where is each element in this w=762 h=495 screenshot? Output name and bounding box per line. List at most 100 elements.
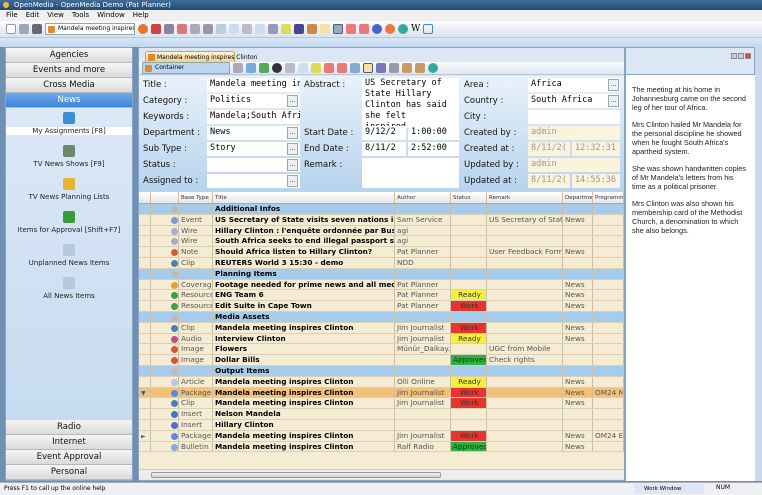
column-header[interactable]: Title	[213, 192, 395, 203]
subtype-field[interactable]: Story	[207, 142, 300, 156]
nav-internet[interactable]: Internet	[6, 435, 132, 450]
city-field[interactable]	[528, 110, 620, 124]
country-field[interactable]: South Africa	[528, 94, 620, 108]
cut-icon[interactable]	[203, 24, 213, 34]
table-row[interactable]: Resource Edit Suite in Cape Town Pat Plann…	[139, 301, 624, 312]
group-row[interactable]: Additional Infos	[139, 204, 624, 215]
table-row[interactable]: Bulletin Mandela meeting inspires Clinton…	[139, 441, 624, 453]
undo-icon[interactable]	[190, 24, 200, 34]
word-icon[interactable]: W	[411, 24, 421, 34]
open-icon[interactable]	[19, 24, 29, 34]
print-preview-icon[interactable]	[285, 63, 295, 73]
document-combo[interactable]: Mandela meeting inspires Clin	[45, 23, 135, 35]
nav-item[interactable]: TV News Shows [F9]	[6, 143, 132, 176]
category-browse-button[interactable]: ...	[287, 95, 298, 107]
home-icon[interactable]	[281, 24, 291, 34]
container-combo[interactable]: Container	[142, 62, 230, 74]
help-icon[interactable]	[372, 24, 382, 34]
page-icon[interactable]	[255, 24, 265, 34]
up-icon[interactable]	[324, 63, 334, 73]
table-row[interactable]: Clip Mandela meeting inspires Clinton Jim …	[139, 322, 624, 334]
title-field[interactable]: Mandela meeting in	[207, 78, 300, 92]
end-date-field[interactable]: 8/11/2	[362, 142, 406, 156]
column-header[interactable]: Programme	[593, 192, 624, 203]
nav-radio[interactable]: Radio	[6, 420, 132, 435]
work-window-button[interactable]: Work Window	[634, 484, 704, 494]
menu-help[interactable]: Help	[132, 11, 149, 19]
globe-icon[interactable]	[398, 24, 408, 34]
add-item-icon[interactable]	[259, 63, 269, 73]
table-row[interactable]: Insert Nelson Mandela	[139, 409, 624, 420]
nav-events-and-more[interactable]: Events and more	[6, 63, 132, 78]
document-tab[interactable]: Mandela meeting inspires Clinton	[145, 51, 257, 62]
link-icon[interactable]	[376, 63, 386, 73]
area-field[interactable]: Africa	[528, 78, 620, 92]
status-browse-button[interactable]: ...	[287, 159, 298, 171]
preview-icon[interactable]	[242, 24, 252, 34]
table-row[interactable]: Article Mandela meeting inspires Clinton O…	[139, 376, 624, 388]
horizontal-scrollbar[interactable]	[139, 469, 624, 479]
globe-icon[interactable]	[428, 63, 438, 73]
keywords-field[interactable]: Mandela;South Afri	[207, 110, 300, 124]
table-row[interactable]: Image Flowers Münür_Dalkay... UGC from Mobi…	[139, 344, 624, 356]
column-header[interactable]: Remark	[487, 192, 563, 203]
send-icon[interactable]	[177, 24, 187, 34]
table-row[interactable]: ► Package Mandela meeting inspires Clinton…	[139, 430, 624, 442]
menu-view[interactable]: View	[47, 11, 64, 19]
down-icon[interactable]	[337, 63, 347, 73]
nav-item[interactable]: All News Items	[6, 275, 132, 308]
column-header[interactable]: Base Type	[179, 192, 213, 203]
nav-agencies[interactable]: Agencies	[6, 48, 132, 63]
nav-item[interactable]: Unplanned News Items	[6, 242, 132, 275]
start-time-field[interactable]: 1:00:00	[408, 126, 459, 140]
attach-icon[interactable]	[268, 24, 278, 34]
restore-icon[interactable]	[738, 53, 744, 59]
page-icon[interactable]	[298, 63, 308, 73]
nav-event-approval[interactable]: Event Approval	[6, 450, 132, 465]
edit-icon[interactable]	[307, 24, 317, 34]
table-row[interactable]: Clip REUTERS World 3 15:30 - demo NDD	[139, 257, 624, 269]
status-field[interactable]	[207, 158, 300, 172]
menu-file[interactable]: File	[6, 11, 18, 19]
record-icon[interactable]	[138, 24, 148, 34]
expand-toggle-icon[interactable]: ▼	[141, 389, 146, 397]
new-icon[interactable]	[6, 24, 16, 34]
department-field[interactable]: News	[207, 126, 300, 140]
check-icon[interactable]	[415, 63, 425, 73]
nav-item[interactable]: My Assignments [F8]	[6, 110, 132, 143]
table-row[interactable]: Insert Hillary Clinton	[139, 419, 624, 431]
table-row[interactable]: Event US Secretary of State visits seven …	[139, 214, 624, 226]
menu-tools[interactable]: Tools	[71, 11, 90, 19]
table-row[interactable]: Clip Mandela meeting inspires Clinton Jim …	[139, 398, 624, 410]
web-icon[interactable]	[423, 24, 434, 34]
menu-edit[interactable]: Edit	[25, 11, 40, 19]
print-icon[interactable]	[164, 24, 174, 34]
table-row[interactable]: Wire South Africa seeks to end illegal pa…	[139, 236, 624, 248]
nav-item[interactable]: TV News Planning Lists	[6, 176, 132, 209]
find-icon[interactable]	[294, 24, 304, 34]
table-row[interactable]: ▼ Package Mandela meeting inspires Clinton…	[139, 387, 624, 399]
column-header[interactable]: Status	[451, 192, 487, 203]
layout-icon[interactable]	[320, 24, 330, 34]
start-date-field[interactable]: 9/12/2	[362, 126, 406, 140]
department-browse-button[interactable]: ...	[287, 127, 298, 139]
table-row[interactable]: Coverage Footage needed for prime news an…	[139, 279, 624, 291]
assigned-browse-button[interactable]: ...	[287, 175, 298, 187]
unlink-icon[interactable]	[389, 63, 399, 73]
home-icon[interactable]	[311, 63, 321, 73]
column-header[interactable]: Department	[563, 192, 593, 203]
remark-field[interactable]	[362, 158, 459, 188]
copy-icon[interactable]	[216, 24, 226, 34]
expand-toggle-icon[interactable]: ►	[141, 432, 146, 440]
save-icon[interactable]	[32, 24, 42, 34]
abstract-field[interactable]: US Secretary of State Hillary Clinton ha…	[362, 78, 459, 128]
split-icon[interactable]	[333, 24, 343, 34]
group-row[interactable]: Planning Items	[139, 268, 624, 280]
vertical-scrollbar[interactable]	[755, 47, 762, 481]
column-header[interactable]: Author	[395, 192, 451, 203]
group-row[interactable]: Media Assets	[139, 311, 624, 323]
table-row[interactable]: Resource ENG Team 6 Pat Planner Ready News	[139, 290, 624, 302]
column-header[interactable]	[139, 192, 151, 203]
table-row[interactable]: Audio Interview Clinton Jim Journalist Read…	[139, 333, 624, 345]
expand-icon[interactable]	[359, 24, 369, 34]
